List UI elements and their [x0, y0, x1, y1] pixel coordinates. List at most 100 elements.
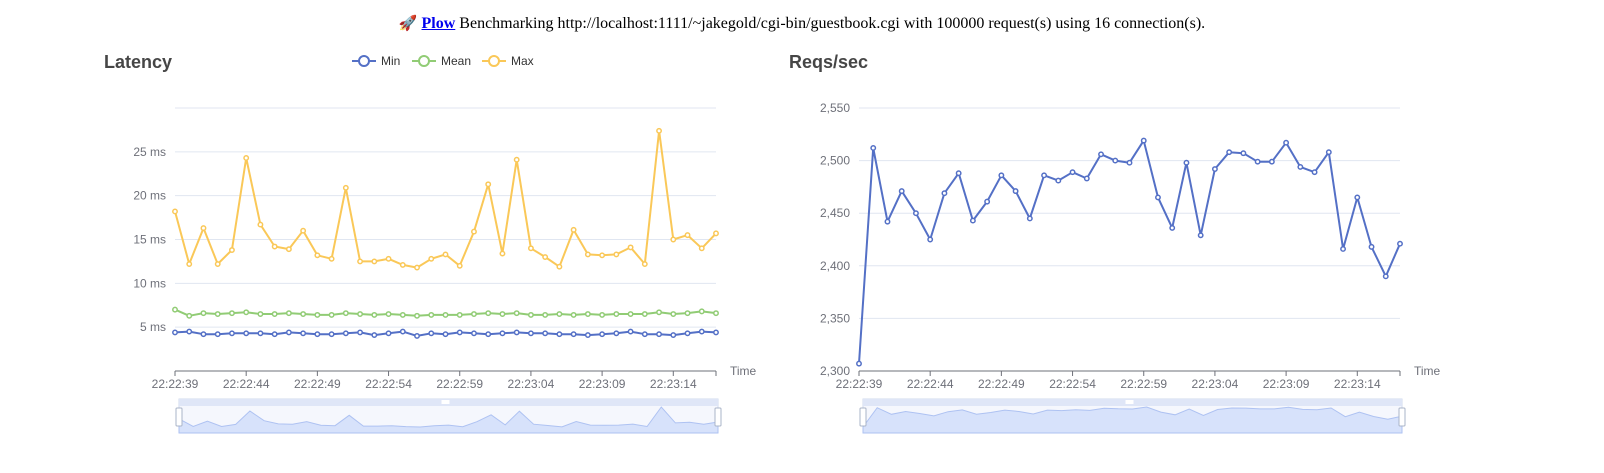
data-point: [1197, 232, 1204, 239]
data-point: [641, 331, 648, 338]
data-point: [955, 170, 962, 177]
data-point: [870, 145, 877, 151]
data-point: [627, 328, 634, 335]
data-point: [271, 311, 278, 317]
data-point: [556, 311, 563, 317]
y-tick-label: 2,500: [820, 154, 850, 168]
data-point: [927, 236, 934, 243]
data-point: [371, 311, 378, 318]
data-point: [456, 262, 463, 269]
x-tick-label: 22:22:39: [836, 377, 883, 391]
data-point: [656, 331, 663, 338]
legend-item-mean[interactable]: Mean: [412, 54, 471, 68]
data-point: [670, 332, 677, 339]
y-tick-label: 2,550: [820, 101, 850, 115]
data-point: [1397, 240, 1403, 247]
data-point: [1382, 273, 1389, 280]
y-tick-label: 2,350: [820, 311, 850, 325]
data-point: [684, 310, 691, 317]
data-point: [456, 311, 463, 318]
data-point: [670, 311, 677, 317]
legend-label: Min: [381, 54, 400, 68]
data-point: [542, 254, 549, 260]
data-point: [1268, 158, 1275, 165]
zoom-left-handle[interactable]: [859, 407, 867, 427]
data-point: [200, 331, 207, 338]
data-point: [998, 172, 1005, 179]
x-tick-label: 22:22:59: [1120, 377, 1167, 391]
x-tick-label: 22:22:59: [436, 377, 483, 391]
data-point: [471, 330, 477, 337]
data-point: [527, 330, 534, 337]
data-point: [641, 311, 648, 317]
data-point: [314, 311, 321, 318]
data-point: [698, 328, 705, 335]
latency-chart: Min Mean Max Latency 5 ms 10 ms 15 ms 20 ms 25 m…: [104, 52, 757, 434]
data-point: [499, 250, 506, 257]
series-line-0: [858, 139, 1401, 364]
data-point: [656, 309, 663, 316]
data-point: [1325, 149, 1332, 156]
data-point: [1026, 215, 1033, 222]
data-point: [314, 331, 321, 338]
data-point: [513, 156, 520, 163]
legend-item-min[interactable]: Min: [352, 54, 400, 68]
data-point: [599, 331, 606, 338]
data-point: [257, 221, 264, 228]
data-point: [385, 330, 392, 337]
data-point: [898, 188, 905, 195]
legend-item-max[interactable]: Max: [482, 54, 534, 68]
data-point: [471, 311, 477, 317]
data-point: [414, 332, 420, 339]
y-tick-label: 20 ms: [133, 189, 166, 203]
data-point: [684, 232, 691, 239]
data-point: [228, 330, 235, 337]
data-point: [1155, 194, 1161, 201]
data-point: [172, 306, 178, 313]
x-tick-label: 22:22:54: [365, 377, 412, 391]
data-point: [342, 330, 349, 337]
x-tick-label: 22:22:54: [1049, 377, 1096, 391]
x-tick-label: 22:23:09: [1263, 377, 1310, 391]
y-tick-label: 10 ms: [133, 276, 166, 290]
data-point: [627, 311, 634, 317]
data-point: [1126, 159, 1133, 166]
legend-marker: [418, 55, 430, 67]
data-point: [485, 331, 492, 338]
data-point: [856, 360, 862, 367]
data-point: [385, 255, 392, 262]
data-point: [485, 181, 492, 188]
zoom-right-handle[interactable]: [1398, 407, 1406, 427]
data-point: [414, 312, 420, 319]
data-point: [243, 309, 250, 316]
y-tick-label: 15 ms: [133, 233, 166, 247]
data-point: [584, 311, 591, 317]
plow-link[interactable]: Plow: [421, 15, 456, 32]
zoom-move-handle[interactable]: [441, 400, 450, 404]
data-point: [1240, 150, 1247, 157]
data-point: [1012, 188, 1019, 195]
data-point: [300, 311, 307, 317]
x-tick-label: 22:23:14: [1334, 377, 1381, 391]
data-point: [442, 251, 449, 258]
zoom-move-handle[interactable]: [1125, 400, 1134, 404]
data-point: [214, 311, 221, 317]
legend-marker: [488, 55, 500, 67]
zoom-left-handle[interactable]: [175, 407, 183, 427]
data-point: [371, 332, 378, 339]
y-tick-label: 2,400: [820, 259, 850, 273]
data-point: [186, 328, 193, 335]
x-tick-label: 22:22:44: [907, 377, 954, 391]
chart-title: Reqs/sec: [789, 52, 868, 72]
data-point: [172, 208, 178, 215]
data-point: [300, 227, 307, 234]
data-point: [969, 217, 976, 224]
data-point: [228, 247, 235, 253]
zoom-right-handle[interactable]: [714, 407, 722, 427]
data-point: [599, 252, 606, 259]
data-point: [1354, 194, 1361, 201]
data-point: [713, 230, 719, 237]
data-point: [1254, 158, 1261, 165]
data-point: [1169, 224, 1176, 231]
data-point: [1340, 246, 1347, 252]
